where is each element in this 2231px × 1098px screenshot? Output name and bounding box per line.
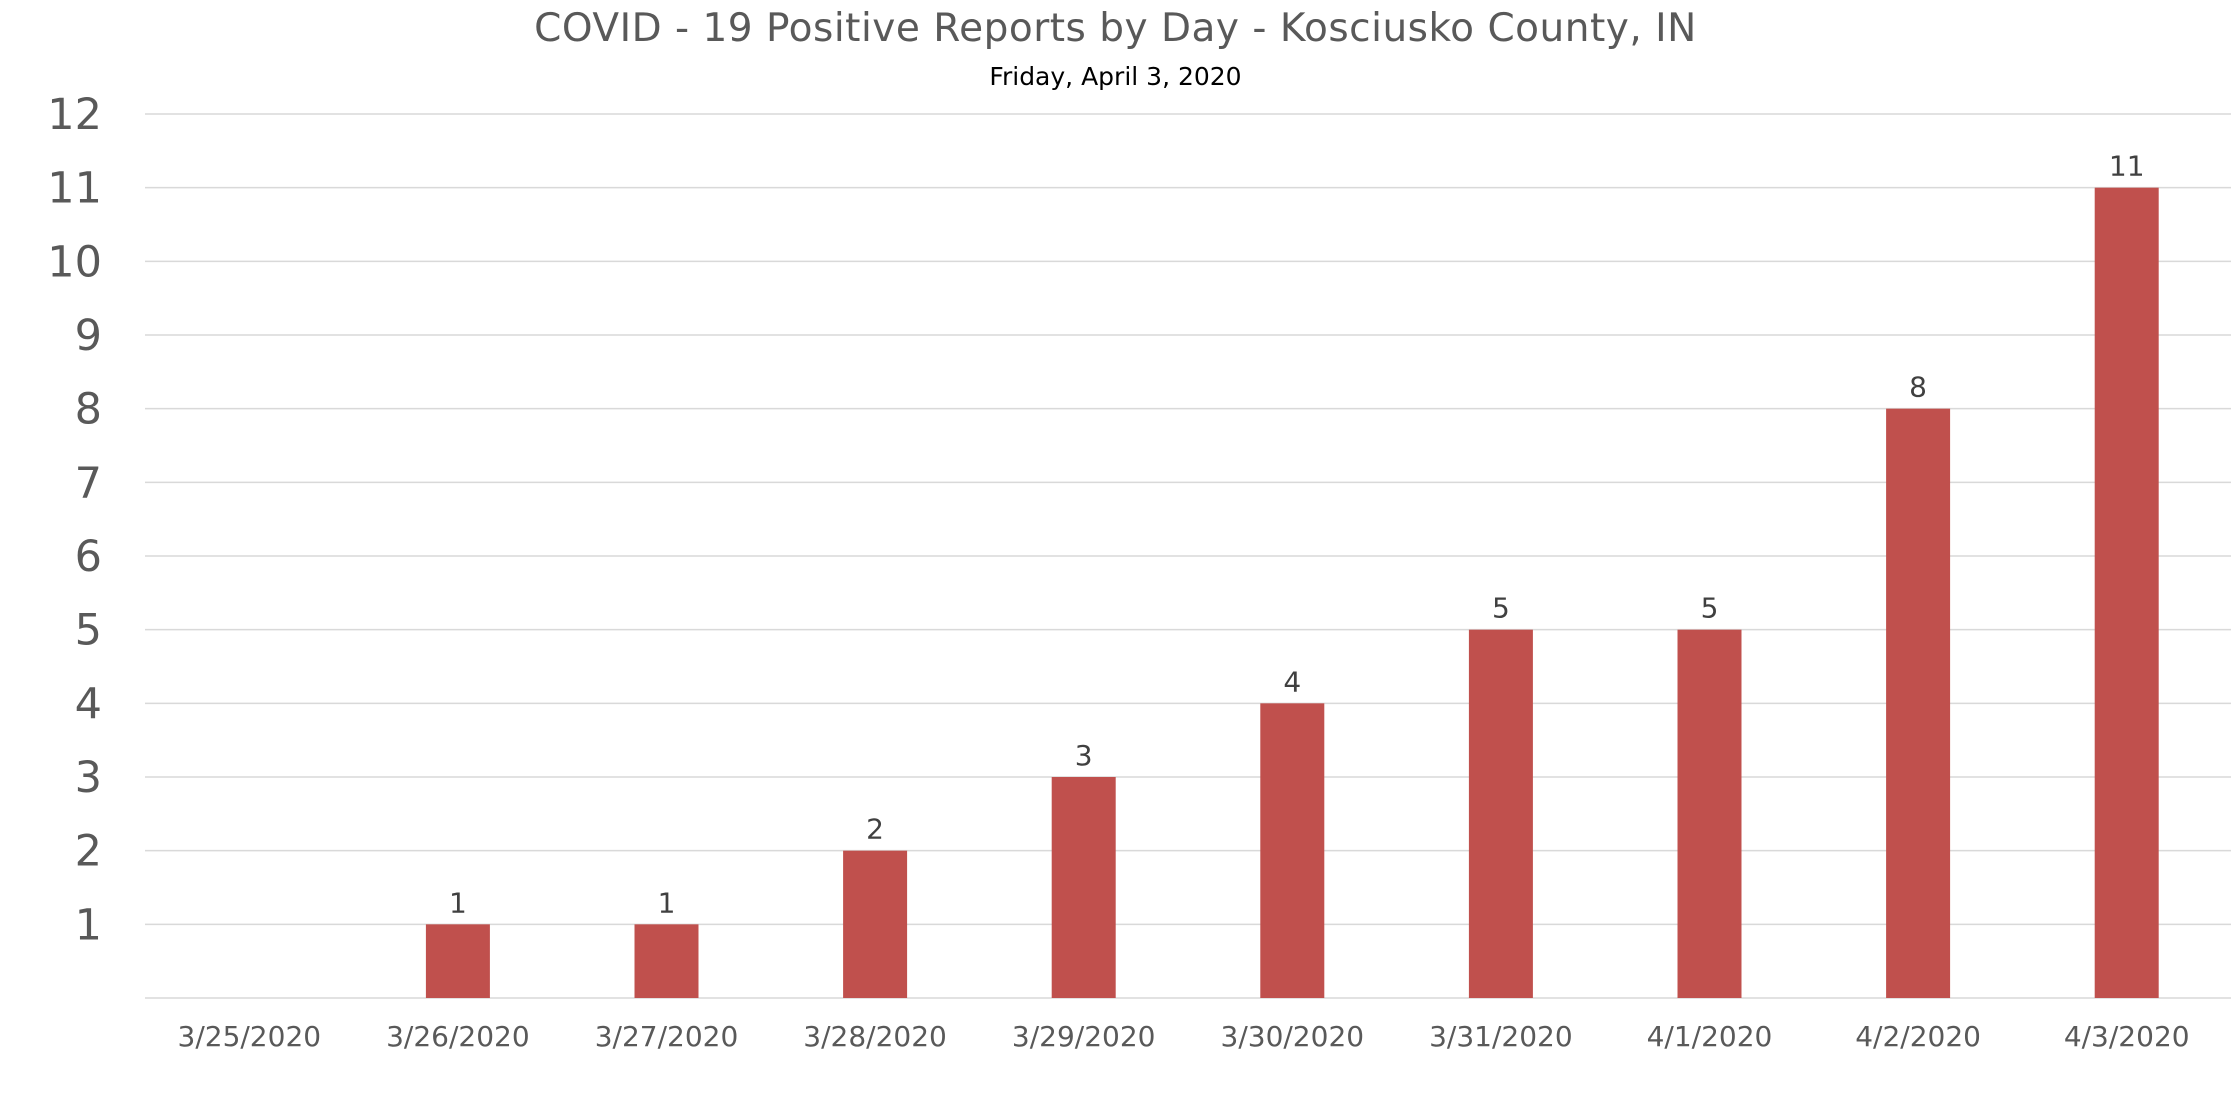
x-tick-label: 4/2/2020: [1855, 1020, 1981, 1053]
y-tick-label: 4: [75, 679, 102, 729]
y-tick-label: 9: [75, 311, 102, 361]
bar: [1260, 703, 1325, 998]
x-tick-label: 3/25/2020: [178, 1020, 322, 1053]
data-label: 5: [1701, 592, 1719, 625]
x-tick-label: 3/27/2020: [595, 1020, 739, 1053]
bar: [425, 924, 490, 998]
y-tick-label: 2: [75, 827, 102, 877]
bar: [1677, 629, 1742, 998]
y-tick-label: 7: [75, 458, 102, 508]
bar: [634, 924, 699, 998]
y-tick-label: 11: [47, 164, 102, 214]
data-label: 8: [1909, 371, 1927, 404]
y-tick-label: 1: [75, 900, 102, 950]
x-tick-label: 4/1/2020: [1647, 1020, 1773, 1053]
bar: [1051, 777, 1116, 998]
data-label: 1: [449, 886, 467, 919]
data-label: 11: [2109, 150, 2145, 183]
y-tick-label: 12: [47, 90, 102, 140]
data-label: 5: [1492, 592, 1510, 625]
data-label: 1: [658, 886, 676, 919]
y-tick-label: 3: [75, 753, 102, 803]
data-label: 2: [866, 813, 884, 846]
bar: [843, 850, 908, 998]
y-tick-label: 5: [75, 606, 102, 656]
y-tick-label: 10: [47, 237, 102, 287]
y-tick-label: 8: [75, 385, 102, 435]
x-tick-label: 3/26/2020: [386, 1020, 530, 1053]
gridlines: [145, 113, 2231, 999]
x-tick-label: 3/30/2020: [1221, 1020, 1365, 1053]
chart-subtitle: Friday, April 3, 2020: [989, 62, 1242, 91]
x-tick-label: 3/28/2020: [803, 1020, 947, 1053]
data-label: 3: [1075, 739, 1093, 772]
bar: [1468, 629, 1533, 998]
chart-title: COVID - 19 Positive Reports by Day - Kos…: [534, 6, 1697, 51]
bar: [2094, 187, 2159, 998]
y-tick-label: 6: [75, 532, 102, 582]
x-tick-label: 3/29/2020: [1012, 1020, 1156, 1053]
x-tick-label: 4/3/2020: [2064, 1020, 2190, 1053]
bars: [425, 187, 2159, 999]
x-tick-label: 3/31/2020: [1429, 1020, 1573, 1053]
bar: [1886, 408, 1951, 999]
data-label: 4: [1283, 665, 1301, 698]
x-axis: 3/25/2020 3/26/2020 3/27/2020 3/28/2020 3/29…: [178, 1020, 2190, 1053]
